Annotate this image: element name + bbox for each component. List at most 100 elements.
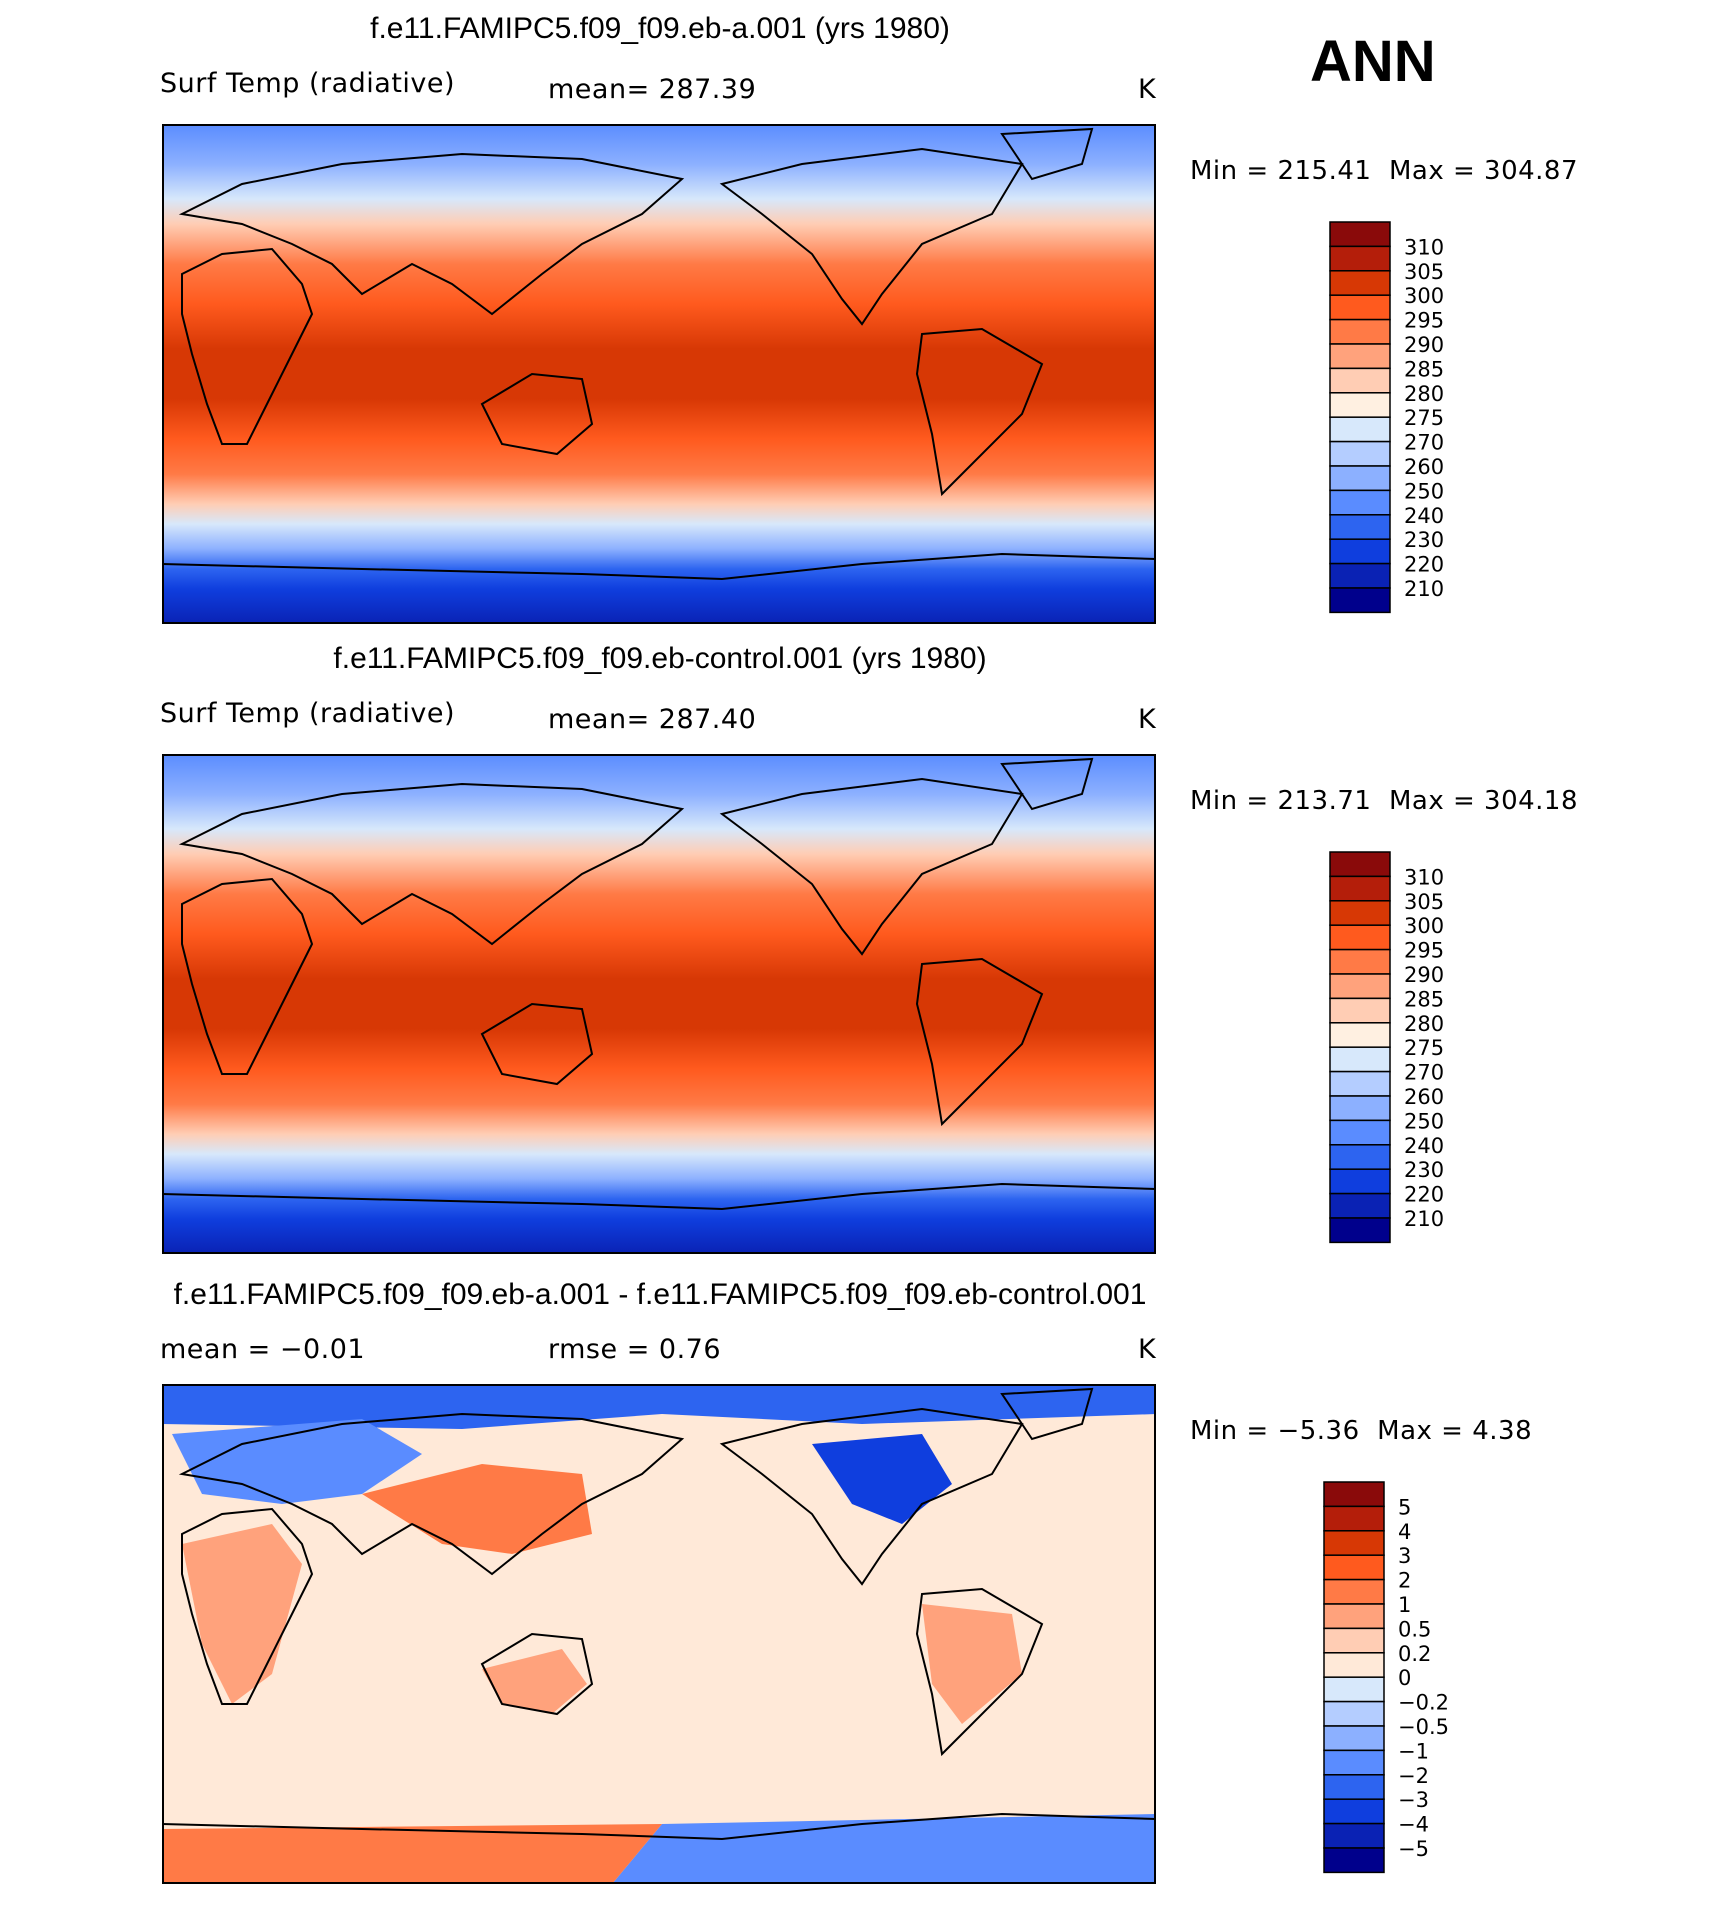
colorbar-1-swatch-14	[1329, 562, 1391, 589]
panel-1-variable-label: Surf Temp (radiative)	[160, 68, 456, 99]
colorbar-3-swatch-4	[1323, 1578, 1385, 1605]
panel-1-minmax: Min = 215.41 Max = 304.87	[1190, 156, 1578, 186]
colorbar-1-swatch-5	[1329, 343, 1391, 370]
panel-1-colorbar: 3103053002952902852802752702602502402302…	[1329, 221, 1444, 614]
colorbar-3-label-2: 3	[1398, 1544, 1411, 1568]
colorbar-2-label-14: 210	[1404, 1207, 1444, 1231]
anomaly-antarctic-warm	[162, 1824, 662, 1884]
colorbar-3-swatch-3	[1323, 1554, 1385, 1581]
colorbar-3-label-7: 0	[1398, 1666, 1411, 1690]
colorbar-1-swatch-2	[1329, 270, 1391, 296]
colorbar-3-swatch-5	[1323, 1603, 1385, 1630]
colorbar-1-swatch-10	[1329, 465, 1391, 492]
colorbar-1-label-7: 275	[1404, 406, 1444, 430]
panel-3-max: Max = 4.38	[1377, 1416, 1533, 1446]
colorbar-1-label-2: 300	[1404, 284, 1444, 308]
colorbar-3-swatch-2	[1323, 1530, 1385, 1556]
panel-1-frame	[162, 124, 1156, 624]
panel-2-title: f.e11.FAMIPC5.f09_f09.eb-control.001 (yr…	[333, 642, 987, 675]
panel-1-coastlines	[162, 127, 1156, 581]
coast-eurasia	[178, 782, 685, 946]
coast-north-america	[719, 1407, 1024, 1586]
panel-1-map	[162, 124, 1156, 624]
colorbar-2-label-5: 285	[1404, 987, 1444, 1011]
colorbar-2-label-9: 260	[1404, 1085, 1444, 1109]
coast-antarctica	[162, 1182, 1156, 1211]
coast-south-america	[915, 957, 1044, 1127]
colorbar-1-label-3: 295	[1404, 309, 1444, 333]
colorbar-3-swatch-14	[1323, 1822, 1385, 1849]
colorbar-2-label-0: 310	[1404, 865, 1444, 889]
colorbar-3-label-14: −5	[1398, 1837, 1429, 1861]
colorbar-1-swatch-12	[1329, 514, 1391, 540]
panel-3-units: K	[1138, 1334, 1157, 1365]
panel-3-mean-label: mean = −0.01	[160, 1334, 366, 1365]
coast-south-america	[915, 1587, 1044, 1757]
coast-greenland	[1000, 127, 1094, 181]
colorbar-2-label-12: 230	[1404, 1158, 1444, 1182]
colorbar-1-swatch-1	[1329, 245, 1391, 272]
anomaly-africa-warm	[182, 1524, 302, 1704]
colorbar-2-swatch-3	[1329, 924, 1391, 951]
anomaly-sa-warm	[922, 1604, 1022, 1724]
colorbar-3-swatch-7	[1323, 1652, 1385, 1678]
colorbar-2-swatch-4	[1329, 948, 1391, 975]
anomaly-antarctic-cold	[612, 1814, 1156, 1884]
panel-2-max: Max = 304.18	[1388, 786, 1579, 816]
panel-2-minmax: Min = 213.71 Max = 304.18	[1190, 786, 1578, 816]
colorbar-3-swatch-6	[1323, 1627, 1385, 1654]
panel-2-frame	[162, 754, 1156, 1254]
panel-3-frame	[162, 1384, 1156, 1884]
panel-3-coastlines	[162, 1387, 1156, 1841]
panel-2-coastlines	[162, 757, 1156, 1211]
coast-greenland	[1000, 1387, 1094, 1441]
colorbar-3-label-10: −1	[1398, 1739, 1429, 1763]
colorbar-1-swatch-15	[1329, 587, 1391, 614]
coast-africa	[181, 247, 314, 445]
colorbar-2-label-1: 305	[1404, 890, 1444, 914]
colorbar-1-label-6: 280	[1404, 382, 1444, 406]
coast-eurasia	[178, 1412, 685, 1576]
colorbar-2-label-3: 295	[1404, 939, 1444, 963]
panel-1-title: f.e11.FAMIPC5.f09_f09.eb-a.001 (yrs 1980…	[370, 12, 950, 45]
colorbar-2-swatch-2	[1329, 900, 1391, 926]
colorbar-3-swatch-10	[1323, 1725, 1385, 1752]
colorbar-2-swatch-10	[1329, 1095, 1391, 1122]
colorbar-1-label-8: 270	[1404, 431, 1444, 455]
colorbar-3-swatch-0	[1323, 1481, 1385, 1508]
colorbar-3-swatch-11	[1323, 1749, 1385, 1776]
coast-south-america	[915, 327, 1044, 497]
colorbar-1-swatch-8	[1329, 416, 1391, 443]
colorbar-2-label-8: 270	[1404, 1061, 1444, 1085]
colorbar-2-swatch-11	[1329, 1119, 1391, 1146]
colorbar-3-swatch-12	[1323, 1774, 1385, 1800]
coast-north-america	[719, 777, 1024, 956]
panel-3-map	[162, 1384, 1156, 1884]
colorbar-1-label-11: 240	[1404, 504, 1444, 528]
colorbar-2-swatch-0	[1329, 851, 1391, 878]
colorbar-3-label-12: −3	[1398, 1788, 1429, 1812]
colorbar-2-swatch-7	[1329, 1022, 1391, 1048]
anomaly-na-cold	[812, 1434, 952, 1524]
colorbar-2-label-13: 220	[1404, 1183, 1444, 1207]
colorbar-3-label-3: 2	[1398, 1569, 1411, 1593]
panel-2-units: K	[1138, 704, 1157, 735]
panel-2-min: Min = 213.71	[1190, 786, 1372, 816]
colorbar-3-label-0: 5	[1398, 1495, 1411, 1519]
panel-3-min: Min = −5.36	[1190, 1416, 1360, 1446]
colorbar-3-swatch-9	[1323, 1700, 1385, 1727]
colorbar-1-label-4: 290	[1404, 333, 1444, 357]
colorbar-2-swatch-8	[1329, 1046, 1391, 1073]
panel-2-field	[162, 754, 1156, 1254]
colorbar-1-swatch-9	[1329, 440, 1391, 467]
coast-africa	[181, 877, 314, 1075]
coast-eurasia	[178, 152, 685, 316]
colorbar-3-swatch-1	[1323, 1505, 1385, 1532]
colorbar-2-swatch-9	[1329, 1070, 1391, 1097]
panel-2-variable-label: Surf Temp (radiative)	[160, 698, 456, 729]
anomaly-asia-warm	[362, 1464, 592, 1554]
panel-1-field	[162, 124, 1156, 624]
coast-australia	[480, 1632, 594, 1716]
colorbar-2-swatch-5	[1329, 973, 1391, 1000]
colorbar-2-swatch-6	[1329, 997, 1391, 1024]
